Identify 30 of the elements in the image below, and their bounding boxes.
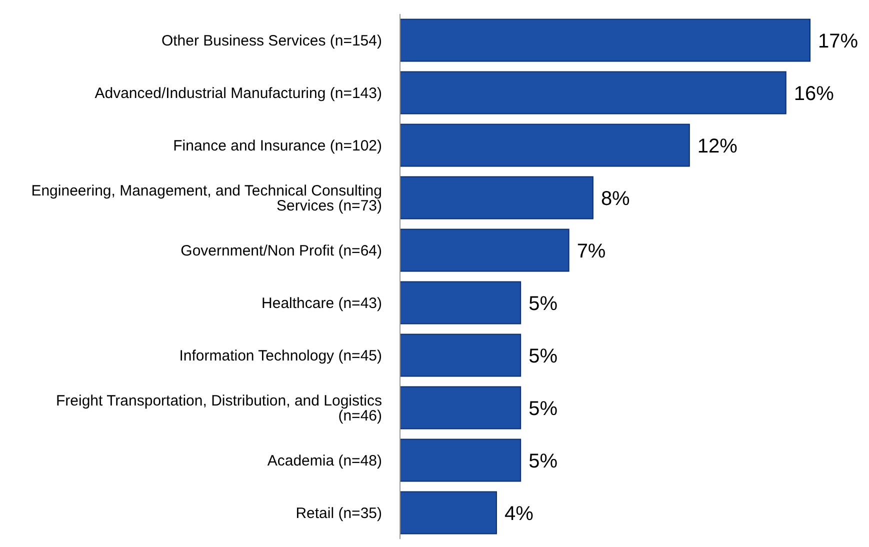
bar [400, 124, 690, 167]
y-tick-label: Advanced/Industrial Manufacturing (n=143) [94, 85, 382, 102]
bar [400, 71, 786, 114]
bar [400, 18, 810, 62]
bar [400, 176, 594, 220]
bar [400, 386, 522, 430]
bar [400, 334, 522, 377]
data-label: 5% [528, 398, 558, 420]
y-tick-label: Finance and Insurance (n=102) [173, 138, 382, 155]
data-label: 17% [818, 30, 858, 52]
data-label: 8% [600, 188, 630, 210]
data-label: 16% [794, 82, 834, 105]
bar [400, 228, 570, 272]
data-label: 12% [697, 135, 738, 158]
y-tick-label: Engineering, Management, and Technical Consulting Services (n=73) [31, 182, 382, 215]
y-tick-label: Healthcare (n=43) [262, 295, 382, 312]
y-tick-label: Retail (n=35) [296, 505, 382, 522]
data-label: 5% [528, 345, 558, 368]
y-tick-label: Academia (n=48) [267, 452, 382, 470]
bar [400, 281, 522, 324]
y-tick-label: Government/Non Profit (n=64) [180, 242, 382, 260]
data-label: 5% [528, 450, 558, 472]
y-tick-label: Other Business Services (n=154) [161, 32, 382, 50]
data-label: 4% [504, 502, 534, 525]
data-label: 7% [576, 240, 606, 262]
y-tick-label: Information Technology (n=45) [179, 348, 382, 365]
bar [400, 491, 497, 534]
y-tick-label: Freight Transportation, Distribution, and Logistics (n=46) [56, 392, 382, 425]
bar [400, 438, 522, 482]
data-label: 5% [528, 292, 558, 315]
